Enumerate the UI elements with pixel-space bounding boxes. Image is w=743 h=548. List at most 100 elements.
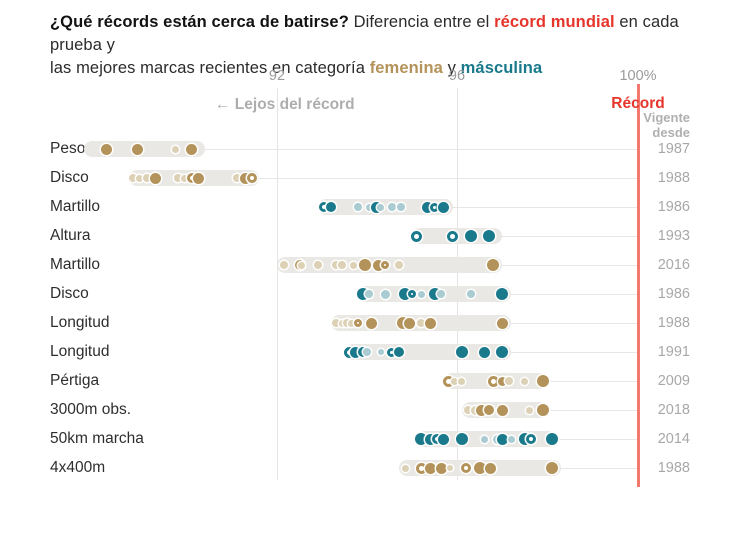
marks-range-band (317, 199, 453, 215)
data-dot-femenina (186, 143, 197, 155)
data-dot-femenina (447, 465, 454, 471)
gridline-96 (457, 88, 458, 480)
record-connector-line (502, 265, 637, 266)
record-year: 1991 (657, 344, 690, 360)
data-dot-masculina (417, 290, 425, 298)
row-label: Altura (50, 227, 91, 244)
row-label: 4x400m (50, 459, 106, 476)
data-dot-femenina (424, 317, 436, 329)
data-dot-femenina (247, 173, 258, 183)
data-dot-femenina (338, 261, 347, 269)
record-year: 2016 (657, 257, 690, 273)
data-dot-masculina (370, 201, 382, 213)
data-dot-masculina (363, 348, 371, 356)
data-dot-femenina (100, 143, 112, 155)
data-dot-femenina (350, 261, 357, 269)
data-dot-femenina (497, 376, 507, 386)
data-dot-femenina (424, 462, 436, 474)
data-dot-masculina (438, 201, 449, 213)
title-question: ¿Qué récords están cerca de batirse? (50, 13, 349, 31)
record-year: 2018 (657, 402, 690, 418)
data-dot-femenina (487, 375, 499, 387)
data-dot-masculina (438, 433, 449, 445)
data-dot-femenina (536, 404, 549, 416)
record-connector-line (452, 207, 637, 208)
gridline-92 (277, 88, 278, 480)
data-dot-masculina (507, 435, 515, 443)
data-dot-masculina (455, 433, 468, 445)
data-dot-femenina (536, 375, 549, 387)
record-year: 2009 (657, 373, 690, 389)
record-connector-line (547, 410, 637, 411)
row-label: Disco (50, 285, 89, 302)
record-year: 1986 (657, 199, 690, 215)
data-dot-femenina (192, 172, 204, 184)
record-connector-line (556, 439, 637, 440)
data-dot-masculina (455, 346, 468, 358)
data-dot-femenina (435, 462, 447, 474)
data-dot-masculina (482, 230, 495, 242)
record-year: 1987 (657, 141, 690, 157)
data-dot-masculina (466, 290, 475, 298)
data-dot-femenina (521, 377, 528, 385)
data-dot-masculina (326, 202, 336, 212)
row-label: 3000m obs. (50, 401, 131, 418)
data-dot-femenina (487, 259, 499, 271)
data-dot-femenina (476, 404, 488, 416)
data-dot-masculina (350, 346, 362, 358)
record-connector-line (205, 149, 637, 150)
data-dot-femenina (358, 259, 371, 271)
row-label: Martillo (50, 256, 100, 273)
data-dot-masculina (415, 433, 427, 445)
record-connector-line (560, 468, 637, 469)
data-dot-femenina (394, 261, 403, 269)
data-dot-femenina (496, 317, 508, 329)
data-dot-femenina (331, 319, 340, 327)
since-line-1: Vigente (643, 110, 690, 125)
row-label: Martillo (50, 198, 100, 215)
record-year: 1986 (657, 286, 690, 302)
data-dot-femenina (464, 406, 473, 414)
record-connector-line (511, 323, 637, 324)
data-dot-femenina (473, 462, 486, 474)
data-dot-femenina (496, 404, 508, 416)
data-dot-masculina (377, 203, 384, 211)
row-label: 50km marcha (50, 430, 144, 447)
data-dot-femenina (136, 174, 144, 182)
data-dot-femenina (470, 405, 480, 415)
row-label: Longitud (50, 343, 110, 360)
data-dot-femenina (366, 317, 377, 329)
record-connector-line (502, 236, 637, 237)
data-dot-femenina (485, 462, 497, 474)
data-dot-femenina (417, 319, 425, 327)
data-dot-masculina (478, 346, 490, 358)
record-line (637, 84, 640, 487)
data-dot-femenina (458, 377, 465, 385)
record-year: 2014 (657, 431, 690, 447)
far-from-record-label: ← Lejos del récord (215, 96, 355, 113)
data-dot-masculina (357, 347, 368, 357)
title-text-3: las mejores marcas recientes en categorí… (50, 59, 370, 77)
data-dot-femenina (504, 377, 513, 385)
data-dot-masculina (422, 201, 434, 213)
x-tick-100: 100% (619, 68, 657, 84)
data-dot-femenina (298, 261, 306, 269)
row-label: Peso (50, 140, 86, 157)
since-column-header: Vigente desde (630, 110, 690, 140)
data-dot-femenina (132, 143, 143, 155)
data-dot-femenina (525, 406, 533, 414)
record-year: 1993 (657, 228, 690, 244)
legend-femenina: femenina (369, 59, 443, 77)
row-label: Pértiga (50, 372, 100, 389)
data-dot-femenina (483, 405, 494, 415)
data-dot-masculina (496, 346, 508, 358)
data-dot-femenina (331, 261, 340, 269)
data-dot-femenina (401, 464, 409, 472)
x-tick-92: 92 (268, 68, 286, 84)
title-text-4: y (442, 59, 461, 77)
data-dot-femenina (174, 174, 182, 182)
data-dot-femenina (404, 317, 416, 329)
data-dot-masculina (411, 230, 422, 242)
record-label: Récord (611, 95, 665, 112)
data-dot-masculina (430, 202, 439, 212)
